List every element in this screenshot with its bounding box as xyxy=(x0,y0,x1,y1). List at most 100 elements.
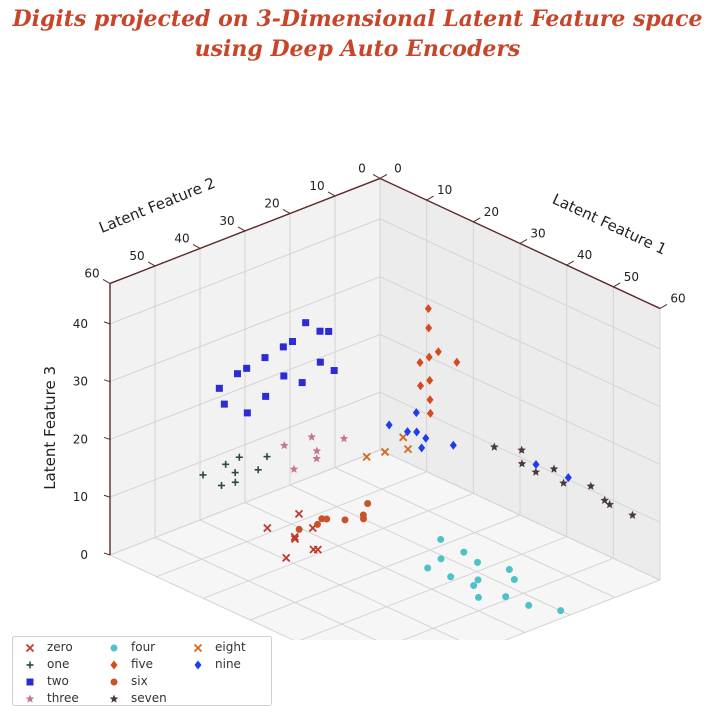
point-two xyxy=(302,319,310,327)
x-tick-label: 0 xyxy=(394,161,402,175)
z-tick-label: 30 xyxy=(73,375,88,389)
point-five xyxy=(426,375,434,385)
z-tick-label: 20 xyxy=(73,432,88,446)
point-zero xyxy=(309,545,318,554)
point-four xyxy=(437,535,445,543)
series-one xyxy=(199,453,271,489)
point-nine xyxy=(422,433,430,443)
z-tick-label: 0 xyxy=(80,548,88,562)
point-two xyxy=(289,338,296,346)
grid-line xyxy=(379,391,661,523)
z-tick-label: 10 xyxy=(73,490,88,504)
series-six xyxy=(295,500,372,533)
point-two xyxy=(234,370,241,378)
point-one xyxy=(222,460,230,468)
legend-marker xyxy=(193,643,203,653)
x-tick-mark xyxy=(426,195,434,201)
point-seven xyxy=(628,510,637,519)
point-four xyxy=(557,607,565,615)
legend: zero one two three four five six seven eight nine xyxy=(12,636,272,706)
point-nine xyxy=(564,473,572,483)
x-tick-mark xyxy=(659,304,668,309)
grid-line xyxy=(109,333,381,440)
point-seven xyxy=(490,442,499,451)
point-five xyxy=(453,357,461,367)
legend-marker xyxy=(25,694,35,703)
legend-marker xyxy=(26,661,34,669)
series-seven xyxy=(490,442,637,519)
point-four xyxy=(505,566,513,573)
tick-labels: 0 10 20 30 40 50 60 0 10 20 30 40 50 60 0 10 20 30 40 xyxy=(73,161,686,562)
point-three xyxy=(280,441,289,450)
axis-lines xyxy=(102,174,668,556)
point-six xyxy=(360,515,367,523)
legend-marker xyxy=(110,678,118,686)
point-five xyxy=(425,323,433,333)
legend-label: five xyxy=(131,657,154,671)
x-tick-label: 20 xyxy=(484,205,499,219)
grid-lines xyxy=(109,178,661,640)
z-tick-mark xyxy=(103,321,111,325)
legend-label: three xyxy=(47,691,79,705)
point-three xyxy=(312,446,322,455)
x-tick-mark xyxy=(519,239,528,244)
point-nine xyxy=(532,460,540,469)
y-tick-mark xyxy=(102,279,111,284)
grid-line xyxy=(109,391,381,498)
point-two xyxy=(215,384,223,392)
x-tick-mark xyxy=(473,217,481,223)
point-three xyxy=(339,434,349,443)
point-four xyxy=(502,593,510,601)
point-one xyxy=(218,481,225,489)
point-eight xyxy=(399,433,408,442)
legend-label: two xyxy=(47,674,69,688)
point-two xyxy=(262,392,270,400)
y-tick-mark xyxy=(192,244,201,249)
y-tick-mark xyxy=(282,209,291,214)
legend-marker xyxy=(110,660,118,670)
y-tick-label: 20 xyxy=(264,196,279,210)
point-four xyxy=(525,601,533,609)
grid-line xyxy=(379,218,661,350)
y-tick-label: 0 xyxy=(358,161,366,175)
point-three xyxy=(307,432,316,441)
point-zero xyxy=(290,534,300,544)
point-eight xyxy=(362,452,371,462)
y-tick-mark xyxy=(372,174,381,179)
x-tick-label: 30 xyxy=(530,226,545,240)
data-points xyxy=(199,304,637,615)
legend-label: four xyxy=(131,640,156,654)
diamond-marker-icon xyxy=(194,660,202,670)
y-tick-label: 60 xyxy=(84,266,99,280)
x-axis-label: Latent Feature 1 xyxy=(550,190,670,259)
point-seven xyxy=(586,481,596,490)
point-two xyxy=(330,367,338,375)
point-three xyxy=(289,464,299,473)
point-zero xyxy=(294,509,304,519)
y-tick-label: 50 xyxy=(129,249,144,263)
plus-marker-icon xyxy=(26,661,34,669)
star-marker-icon xyxy=(25,694,35,703)
legend-label: nine xyxy=(215,657,241,671)
star-marker-icon xyxy=(109,694,119,703)
legend-label: eight xyxy=(215,640,246,654)
series-three xyxy=(280,432,349,473)
point-six xyxy=(314,520,321,528)
point-zero xyxy=(282,553,291,563)
legend-marker xyxy=(110,644,118,652)
point-two xyxy=(279,343,287,351)
series-four xyxy=(424,535,565,615)
legend-marker xyxy=(109,694,119,703)
y-tick-mark xyxy=(327,191,336,197)
y-tick-mark xyxy=(147,261,156,267)
x-tick-label: 60 xyxy=(670,291,685,305)
point-seven xyxy=(549,464,559,473)
point-nine xyxy=(412,408,420,418)
chart-title-line-2: using Deep Auto Encoders xyxy=(194,36,521,62)
point-nine xyxy=(413,427,421,437)
legend-label: zero xyxy=(47,640,73,654)
point-one xyxy=(235,453,243,461)
point-eight xyxy=(403,445,413,454)
x-tick-mark xyxy=(379,174,388,179)
circle-marker-icon xyxy=(110,644,118,652)
